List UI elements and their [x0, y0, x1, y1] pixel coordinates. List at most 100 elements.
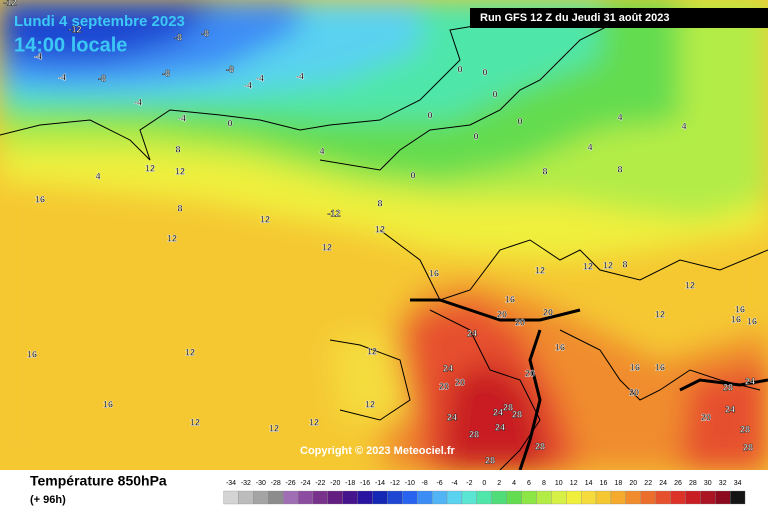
legend-tick-label: 6: [527, 480, 531, 487]
contour-label: 0: [517, 116, 522, 126]
legend-tick-label: 30: [704, 480, 712, 487]
contour-label: 16: [735, 304, 745, 314]
legend-tick-label: -16: [360, 480, 370, 487]
contour-label: -4: [134, 97, 142, 107]
legend-tick-label: -18: [345, 480, 355, 487]
legend-tick-label: 24: [659, 480, 667, 487]
contour-label: 0: [427, 110, 432, 120]
legend-tick-label: 22: [644, 480, 652, 487]
legend-tick-label: -30: [256, 480, 266, 487]
contour-label: 8: [377, 198, 382, 208]
contour-label: 20: [629, 387, 639, 397]
contour-label: -12: [68, 24, 81, 34]
contour-label: 20: [439, 381, 449, 391]
legend-swatch: [372, 490, 388, 505]
contour-label: 12: [603, 260, 613, 270]
contour-label: 12: [367, 346, 377, 356]
contour-label: -8: [174, 32, 182, 42]
contour-label: 12: [185, 347, 195, 357]
legend-swatch: [536, 490, 552, 505]
contour-label: 12: [322, 242, 332, 252]
contour-label: 28: [740, 424, 750, 434]
contour-label: 20: [701, 412, 711, 422]
contour-label: -4: [256, 73, 264, 83]
contour-label: -4: [178, 113, 186, 123]
legend-tick-label: -12: [390, 480, 400, 487]
legend-tick-label: 34: [734, 480, 742, 487]
contour-label: 12: [375, 224, 385, 234]
legend-swatch: [640, 490, 656, 505]
contour-label: 20: [515, 317, 525, 327]
legend-tick-label: 12: [570, 480, 578, 487]
contour-label: 4: [587, 142, 592, 152]
contour-label: 8: [175, 144, 180, 154]
legend-swatch: [476, 490, 492, 505]
contour-label: 16: [27, 349, 37, 359]
contour-label: 24: [443, 363, 453, 373]
legend-swatch: [566, 490, 582, 505]
contour-label: -8: [162, 68, 170, 78]
legend-swatch: [268, 490, 284, 505]
legend-swatch: [446, 490, 463, 505]
legend-swatch: [730, 490, 746, 505]
contour-label: 12: [685, 280, 695, 290]
legend-swatch: [282, 490, 299, 505]
date: Lundi 4 septembre 2023: [14, 13, 185, 30]
contour-label: 16: [505, 294, 515, 304]
contour-label: 28: [512, 409, 522, 419]
legend-swatch: [670, 490, 686, 505]
contour-label: -4: [34, 51, 42, 61]
contour-label: 24: [495, 422, 505, 432]
contour-label: 12: [269, 423, 279, 433]
legend-swatch: [685, 490, 701, 505]
contour-label: 20: [455, 377, 465, 387]
legend-tick-label: -6: [436, 480, 442, 487]
legend-tick-label: 2: [497, 480, 501, 487]
contour-label: -8: [226, 64, 234, 74]
contour-label: 12: [167, 233, 177, 243]
contour-label: 12: [535, 265, 545, 275]
legend-tick-label: 0: [482, 480, 486, 487]
legend-swatch: [417, 490, 433, 505]
contour-label: 28: [485, 455, 495, 465]
legend-swatch: [581, 490, 597, 505]
legend-tick-label: -32: [241, 480, 251, 487]
run-info: Run GFS 12 Z du Jeudi 31 août 2023: [480, 12, 670, 24]
legend-tick-label: -20: [330, 480, 340, 487]
legend-tick-label: -24: [300, 480, 310, 487]
variable: Température 850hPa: [30, 473, 167, 489]
legend-tick-label: -2: [466, 480, 472, 487]
copyright: Copyright © 2023 Meteociel.fr: [300, 445, 456, 457]
legend-swatch: [223, 490, 239, 505]
contour-label: 28: [503, 402, 513, 412]
legend-tick-label: -22: [315, 480, 325, 487]
contour-label: 8: [617, 164, 622, 174]
legend-tick-label: 18: [615, 480, 623, 487]
contour-label: 12: [309, 417, 319, 427]
contour-label: -12: [3, 0, 16, 7]
legend-tick-label: 26: [674, 480, 682, 487]
contour-label: 16: [429, 268, 439, 278]
contour-label: 12: [260, 214, 270, 224]
contour-label: 16: [103, 399, 113, 409]
contour-label: 0: [473, 131, 478, 141]
legend-tick-label: -10: [405, 480, 415, 487]
contour-label: 28: [723, 382, 733, 392]
local-time: 14:00 locale: [14, 34, 127, 56]
contour-label: 16: [731, 314, 741, 324]
contour-label: 16: [655, 362, 665, 372]
legend-tick-label: -14: [375, 480, 385, 487]
contour-label: 0: [457, 64, 462, 74]
legend-tick-label: 8: [542, 480, 546, 487]
contour-label: 16: [747, 316, 757, 326]
contour-label: 16: [630, 362, 640, 372]
contour-label: 4: [681, 121, 686, 131]
contour-label: 4: [319, 146, 324, 156]
borders: [410, 298, 768, 471]
legend-swatch: [521, 490, 537, 505]
legend-swatch: [610, 490, 627, 505]
contour-label: 8: [177, 203, 182, 213]
contour-label: -4: [58, 72, 66, 82]
contour-label: 0: [410, 170, 415, 180]
